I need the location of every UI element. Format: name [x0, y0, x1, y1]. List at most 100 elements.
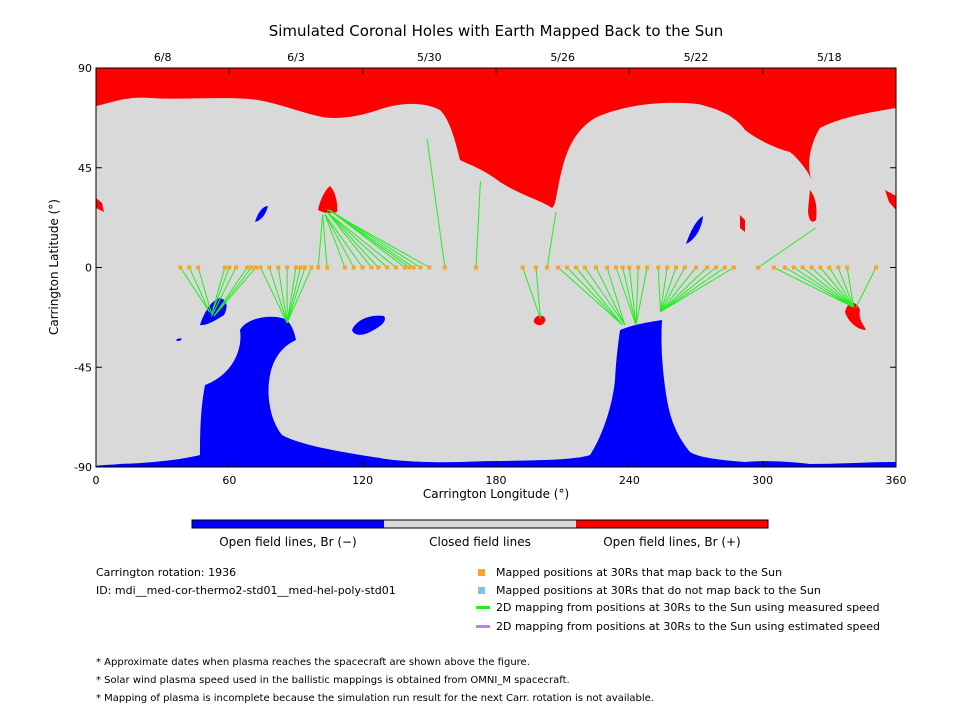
- mapped-point: [605, 265, 610, 270]
- mapping-line: [615, 267, 637, 326]
- note-incomplete: * Mapping of plasma is incomplete becaus…: [96, 693, 654, 704]
- mapped-point: [694, 265, 698, 270]
- mapped-point: [731, 265, 736, 270]
- south-polar-coronal-hole: [96, 316, 896, 467]
- mapped-point: [818, 265, 823, 270]
- mapped-point: [656, 265, 661, 270]
- mapped-point: [267, 265, 272, 270]
- mapped-point-key: [478, 569, 485, 576]
- mapped-point: [574, 265, 578, 270]
- mapped-point: [418, 265, 423, 270]
- x-tick-label: 240: [619, 474, 640, 487]
- legend-measured: 2D mapping from positions at 30Rs to the…: [496, 601, 880, 614]
- mapping-line: [211, 267, 237, 317]
- mapped-point: [636, 265, 641, 270]
- mapped-point: [682, 265, 687, 270]
- colorbar-label-closed: Closed field lines: [429, 535, 531, 549]
- mapping-line: [660, 267, 708, 313]
- mapped-point: [402, 265, 407, 270]
- mapped-point: [565, 265, 570, 270]
- mapping-line: [557, 267, 623, 326]
- negative-open-field-regions: [96, 206, 896, 467]
- mapped-point: [782, 265, 787, 270]
- measured-line-key: [476, 606, 490, 609]
- mapped-point: [222, 265, 227, 270]
- unmapped-point-key: [478, 587, 485, 594]
- mapped-point: [645, 265, 650, 270]
- mapping-line: [660, 267, 735, 313]
- y-tick-label: 0: [85, 262, 92, 275]
- mapped-point: [845, 265, 850, 270]
- date-label: 6/8: [154, 51, 172, 64]
- x-tick-label: 60: [222, 474, 236, 487]
- red-spot-edge-east: [885, 190, 896, 210]
- mapping-line: [475, 181, 481, 268]
- mapping-line: [855, 267, 877, 308]
- mapped-point: [705, 265, 710, 270]
- mapping-line: [213, 267, 252, 317]
- mapped-point: [665, 265, 670, 270]
- mapping-line: [660, 267, 697, 313]
- mapping-line: [326, 209, 430, 268]
- mapped-point: [427, 265, 432, 270]
- mapped-point: [254, 265, 258, 270]
- legend-unmapped: Mapped positions at 30Rs that do not map…: [496, 584, 821, 597]
- mapping-line: [213, 267, 257, 317]
- date-label: 5/30: [417, 51, 442, 64]
- mapped-point: [836, 265, 841, 270]
- carrington-rotation-text: Carrington rotation: 1936: [96, 566, 237, 579]
- red-spot-lon200: [533, 315, 546, 326]
- mapping-line: [820, 267, 855, 308]
- colorbar-closed: [384, 520, 576, 528]
- mapping-line: [659, 267, 668, 312]
- positive-open-field-regions: [96, 68, 896, 330]
- mapped-point: [302, 265, 307, 270]
- blue-spot-lon268: [686, 216, 703, 244]
- mapping-line: [584, 267, 626, 326]
- colorbar-frame: [191, 519, 769, 529]
- mapping-line: [326, 211, 379, 268]
- mapping-line: [660, 267, 726, 313]
- mapping-line: [326, 211, 388, 268]
- mapped-point: [276, 265, 281, 270]
- y-tick-label: 90: [78, 62, 92, 75]
- mapping-line: [595, 267, 626, 326]
- mapped-point: [874, 265, 878, 270]
- model-id-text: ID: mdi__med-cor-thermo2-std01__med-hel-…: [96, 584, 396, 597]
- mapping-line: [566, 267, 624, 326]
- north-polar-coronal-hole: [96, 68, 896, 208]
- mapped-point: [827, 265, 832, 270]
- mapping-line: [286, 267, 313, 324]
- mapping-line: [426, 138, 446, 268]
- mapping-line: [326, 211, 397, 268]
- colorbar-negative: [192, 520, 384, 528]
- mapping-line: [846, 267, 855, 308]
- colorbar-label-negative: Open field lines, Br (−): [219, 535, 357, 549]
- x-tick-label: 0: [93, 474, 100, 487]
- estimated-line-key: [476, 625, 490, 628]
- mapping-line: [180, 267, 210, 313]
- mapping-line: [188, 267, 210, 313]
- mapped-point: [556, 265, 561, 270]
- mapping-line: [793, 267, 855, 308]
- colorbar-label-positive: Open field lines, Br (+): [603, 535, 741, 549]
- mapped-point: [369, 265, 374, 270]
- mapped-point: [520, 265, 525, 270]
- mapping-line: [535, 267, 541, 319]
- mapping-line: [606, 267, 626, 326]
- mapped-point: [809, 265, 814, 270]
- date-label: 6/3: [287, 51, 305, 64]
- mapping-line: [837, 267, 855, 308]
- mapped-point: [385, 265, 390, 270]
- mapped-point: [342, 265, 347, 270]
- mapping-line: [211, 267, 230, 315]
- mapping-line: [657, 267, 661, 312]
- mapped-point: [227, 265, 232, 270]
- mapping-line: [802, 267, 855, 308]
- colorbar: [191, 519, 769, 529]
- mapping-line: [659, 267, 677, 312]
- date-label: 5/26: [550, 51, 575, 64]
- date-label: 5/18: [817, 51, 842, 64]
- mapped-point: [442, 265, 447, 270]
